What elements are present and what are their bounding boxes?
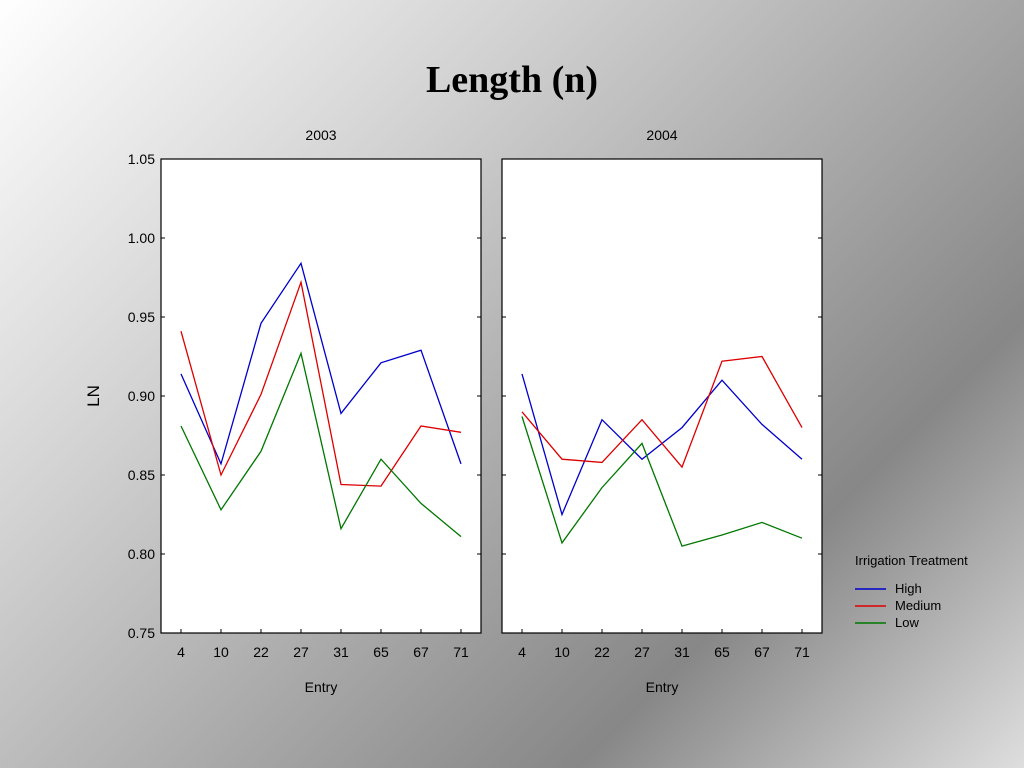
x-tick-label: 10 — [213, 644, 229, 660]
x-tick-label: 71 — [453, 644, 469, 660]
series-line-low — [521, 416, 803, 547]
x-tick-label: 31 — [333, 644, 349, 660]
legend-title: Irrigation Treatment — [855, 553, 968, 568]
x-tick-label: 65 — [714, 644, 730, 660]
x-tick-label: 71 — [794, 644, 810, 660]
x-axis-label: Entry — [646, 679, 679, 695]
plot-area — [501, 158, 823, 634]
slide-title: Length (n) — [425, 59, 599, 101]
y-tick-label: 0.95 — [128, 309, 155, 325]
y-tick-label: 1.05 — [128, 151, 155, 167]
y-tick-label: 0.75 — [128, 625, 155, 641]
panel-title: 2004 — [646, 127, 677, 143]
y-axis-label: LN — [84, 385, 103, 407]
x-tick-label: 4 — [518, 644, 526, 660]
y-tick-label: 1.00 — [128, 230, 155, 246]
legend-label-low: Low — [895, 615, 919, 630]
x-tick-label: 27 — [634, 644, 650, 660]
x-tick-label: 4 — [177, 644, 185, 660]
x-tick-label: 22 — [594, 644, 610, 660]
legend: Irrigation Treatment High Medium Low — [855, 553, 968, 630]
x-tick-label: 22 — [253, 644, 269, 660]
panel-2004: 2004 4 10 22 27 31 65 67 71 Entry — [501, 127, 823, 695]
x-tick-label: 65 — [373, 644, 389, 660]
x-tick-label: 67 — [754, 644, 770, 660]
x-tick-label: 67 — [413, 644, 429, 660]
series-line-medium — [180, 279, 462, 487]
panel-2003: 2003 0.75 0.80 0.85 0.90 0.95 1.00 1.05 4 10 22 27 3… — [84, 127, 482, 695]
x-tick-label: 10 — [554, 644, 570, 660]
panel-title: 2003 — [305, 127, 336, 143]
series-line-medium — [521, 355, 803, 469]
y-tick-label: 0.80 — [128, 546, 155, 562]
legend-label-high: High — [895, 581, 922, 596]
y-tick-label: 0.85 — [128, 467, 155, 483]
x-tick-label: 31 — [674, 644, 690, 660]
series-line-high — [180, 261, 462, 466]
y-tick-label: 0.90 — [128, 388, 155, 404]
series-line-low — [180, 351, 462, 538]
x-tick-label: 27 — [293, 644, 309, 660]
legend-label-medium: Medium — [895, 598, 941, 613]
plot-area — [160, 158, 482, 634]
x-axis-label: Entry — [305, 679, 338, 695]
